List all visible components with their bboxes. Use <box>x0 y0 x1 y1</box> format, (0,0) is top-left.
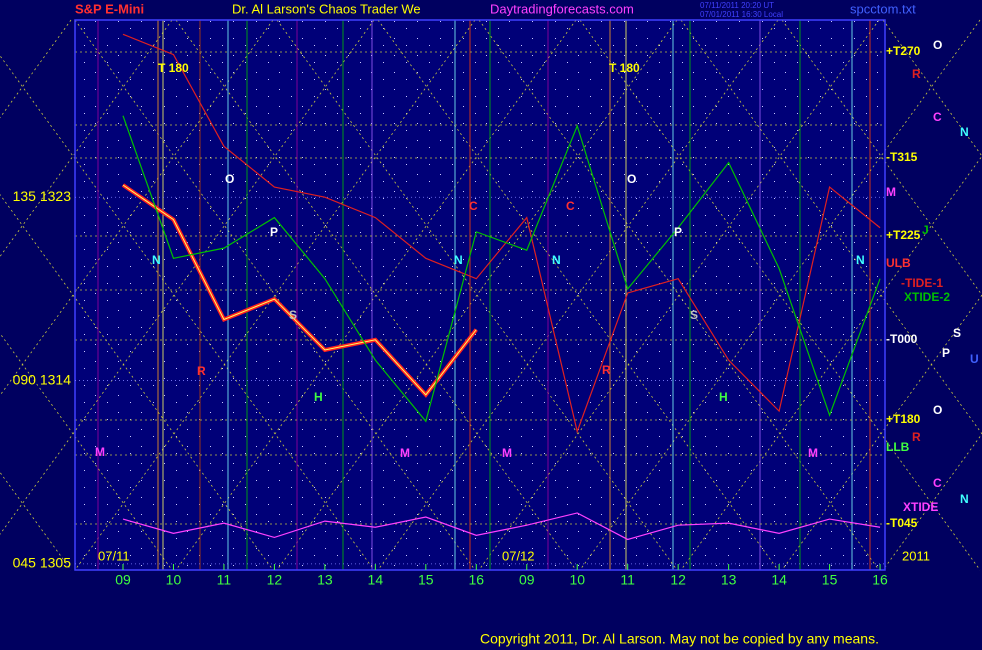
annotation: -T315 <box>886 150 918 164</box>
annotation: S <box>953 326 961 340</box>
annotation: N <box>960 125 969 139</box>
annotation: J <box>922 223 929 237</box>
x-tick-label: 15 <box>418 572 434 588</box>
diagonal <box>882 433 982 571</box>
annotation: +T225 <box>886 228 921 242</box>
copyright: Copyright 2011, Dr. Al Larson. May not b… <box>480 631 879 647</box>
diagonal <box>478 19 880 571</box>
annotation: H <box>314 390 323 404</box>
annotation: -T045 <box>886 516 918 530</box>
site: Daytradingforecasts.com <box>490 1 634 16</box>
annotation: R <box>197 364 206 378</box>
annotation: M <box>400 446 410 460</box>
annotation: N <box>960 492 969 506</box>
annotation: P <box>270 225 278 239</box>
annotation: M <box>95 445 105 459</box>
x-tick-label: 16 <box>872 572 888 588</box>
annotation: -T000 <box>886 332 918 346</box>
annotation: U <box>970 352 979 366</box>
diagonal <box>0 19 274 397</box>
diagonal <box>276 19 678 571</box>
annotation: S <box>289 308 297 322</box>
annotation: T 180 <box>609 61 640 75</box>
annotation: C <box>469 199 478 213</box>
annotation: N <box>856 253 865 267</box>
annotation: R <box>912 430 921 444</box>
x-tick-label: 16 <box>469 572 485 588</box>
diagonal <box>0 19 375 535</box>
annotation: R <box>912 67 921 81</box>
stamp: 07/01/2011 16:30 Local <box>700 10 783 19</box>
annotation: ULB <box>886 256 911 270</box>
annotation: O <box>933 403 942 417</box>
annotation: C <box>933 476 942 490</box>
diagonal <box>175 19 577 571</box>
annotation: +T180 <box>886 412 921 426</box>
annotation: M <box>886 185 896 199</box>
diagonal <box>579 19 981 571</box>
annotation: C <box>933 110 942 124</box>
x-tick-label: 11 <box>620 572 635 588</box>
annotation: C <box>566 199 575 213</box>
x-tick-label: 09 <box>519 572 535 588</box>
annotation: M <box>808 446 818 460</box>
date-label: 07/11 <box>98 548 130 563</box>
date-label: 2011 <box>902 548 930 563</box>
annotation: N <box>152 253 161 267</box>
annotation: S <box>690 308 698 322</box>
chart-title: Dr. Al Larson's Chaos Trader We <box>232 1 421 16</box>
stamp: 07/11/2011 20:20 UT <box>700 1 774 10</box>
x-tick-label: 09 <box>115 572 131 588</box>
annotation: R <box>602 363 611 377</box>
diagonal <box>680 155 982 571</box>
x-tick-label: 13 <box>317 572 333 588</box>
series-line <box>122 115 881 423</box>
series-line <box>122 512 881 541</box>
star-texture <box>75 20 885 570</box>
y-tick-label: 045 1305 <box>13 555 72 571</box>
x-tick-label: 12 <box>267 572 283 588</box>
annotation: N <box>454 253 463 267</box>
annotation: LLB <box>886 440 910 454</box>
x-tick-label: 15 <box>822 572 838 588</box>
x-tick-label: 11 <box>217 572 232 588</box>
diagonal <box>0 471 72 571</box>
x-tick-label: 10 <box>569 572 585 588</box>
diagonal <box>0 332 173 571</box>
annotation: T 180 <box>158 61 189 75</box>
annotation: P <box>942 346 950 360</box>
y-tick-label: 135 1323 <box>13 188 72 204</box>
symbol: S&P E-Mini <box>75 1 144 16</box>
price-smooth <box>122 184 477 396</box>
annotation: O <box>225 172 234 186</box>
date-label: 07/12 <box>502 548 535 563</box>
annotation: N <box>552 253 561 267</box>
x-tick-label: 14 <box>771 572 787 588</box>
diagonal <box>377 19 779 571</box>
annotation: H <box>719 390 728 404</box>
annotation: +T270 <box>886 44 921 58</box>
x-tick-label: 14 <box>368 572 384 588</box>
file-name: spcctom.txt <box>850 1 916 16</box>
annotation: M <box>502 446 512 460</box>
x-tick-label: 10 <box>166 572 182 588</box>
annotation: O <box>933 38 942 52</box>
y-tick-label: 090 1314 <box>13 371 72 387</box>
legend-entry: XTIDE <box>903 500 938 514</box>
series-line <box>122 33 881 434</box>
legend-entry: -TIDE-1 <box>901 276 943 290</box>
legend-entry: XTIDE-2 <box>904 290 950 304</box>
x-tick-label: 12 <box>670 572 686 588</box>
diagonal <box>74 19 476 571</box>
annotation: O <box>627 172 636 186</box>
plot-border <box>74 19 886 571</box>
annotation: P <box>674 225 682 239</box>
diagonal <box>781 294 982 571</box>
x-tick-label: 13 <box>721 572 737 588</box>
